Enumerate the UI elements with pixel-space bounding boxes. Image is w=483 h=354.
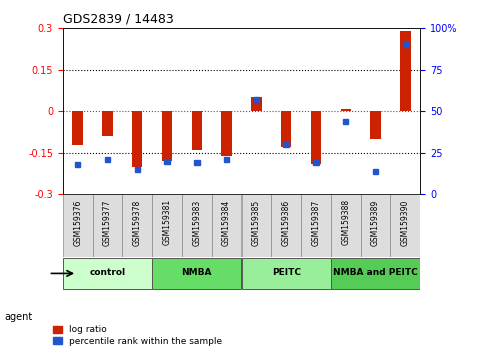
Text: GSM159376: GSM159376 bbox=[73, 199, 82, 246]
Bar bbox=[400, 31, 411, 111]
Bar bbox=[152, 194, 182, 257]
Bar bbox=[251, 97, 262, 111]
Bar bbox=[301, 194, 331, 257]
Bar bbox=[361, 194, 390, 257]
Bar bbox=[331, 258, 420, 289]
Bar bbox=[164, 159, 170, 164]
Bar bbox=[63, 194, 93, 257]
Bar bbox=[182, 194, 212, 257]
Bar bbox=[311, 111, 321, 164]
Bar bbox=[194, 160, 199, 165]
Bar bbox=[271, 194, 301, 257]
Bar bbox=[72, 111, 83, 144]
Text: GSM159385: GSM159385 bbox=[252, 199, 261, 246]
Bar bbox=[135, 167, 140, 172]
Text: GSM159389: GSM159389 bbox=[371, 199, 380, 246]
Text: NMBA: NMBA bbox=[182, 268, 212, 277]
Bar bbox=[331, 194, 361, 257]
Bar bbox=[313, 160, 319, 165]
Bar bbox=[102, 111, 113, 136]
Text: GDS2839 / 14483: GDS2839 / 14483 bbox=[63, 13, 173, 26]
Bar bbox=[192, 111, 202, 150]
Bar bbox=[132, 111, 142, 167]
Bar bbox=[63, 258, 152, 289]
Bar bbox=[281, 111, 291, 147]
Bar bbox=[221, 111, 232, 155]
Bar bbox=[242, 194, 271, 257]
Bar bbox=[212, 194, 242, 257]
Bar bbox=[373, 169, 378, 173]
Text: GSM159390: GSM159390 bbox=[401, 199, 410, 246]
Bar bbox=[343, 119, 348, 124]
Bar bbox=[122, 194, 152, 257]
Bar bbox=[105, 157, 110, 162]
Bar bbox=[162, 111, 172, 161]
Bar bbox=[370, 111, 381, 139]
Bar bbox=[242, 258, 331, 289]
Text: GSM159383: GSM159383 bbox=[192, 199, 201, 246]
Bar bbox=[75, 162, 80, 167]
Text: GSM159386: GSM159386 bbox=[282, 199, 291, 246]
Bar bbox=[341, 109, 351, 111]
Text: GSM159377: GSM159377 bbox=[103, 199, 112, 246]
Text: NMBA and PEITC: NMBA and PEITC bbox=[333, 268, 418, 277]
Bar bbox=[284, 142, 289, 147]
Text: GSM159388: GSM159388 bbox=[341, 199, 350, 245]
Bar bbox=[390, 194, 420, 257]
Bar bbox=[224, 157, 229, 162]
Legend: log ratio, percentile rank within the sample: log ratio, percentile rank within the sa… bbox=[53, 325, 222, 346]
Bar bbox=[254, 97, 259, 102]
Text: agent: agent bbox=[5, 312, 33, 322]
Text: GSM159387: GSM159387 bbox=[312, 199, 320, 246]
Text: GSM159378: GSM159378 bbox=[133, 199, 142, 246]
Text: control: control bbox=[89, 268, 126, 277]
Bar bbox=[93, 194, 122, 257]
Bar bbox=[403, 42, 408, 47]
Text: GSM159381: GSM159381 bbox=[163, 199, 171, 245]
Text: PEITC: PEITC bbox=[271, 268, 301, 277]
Bar bbox=[152, 258, 242, 289]
Text: GSM159384: GSM159384 bbox=[222, 199, 231, 246]
